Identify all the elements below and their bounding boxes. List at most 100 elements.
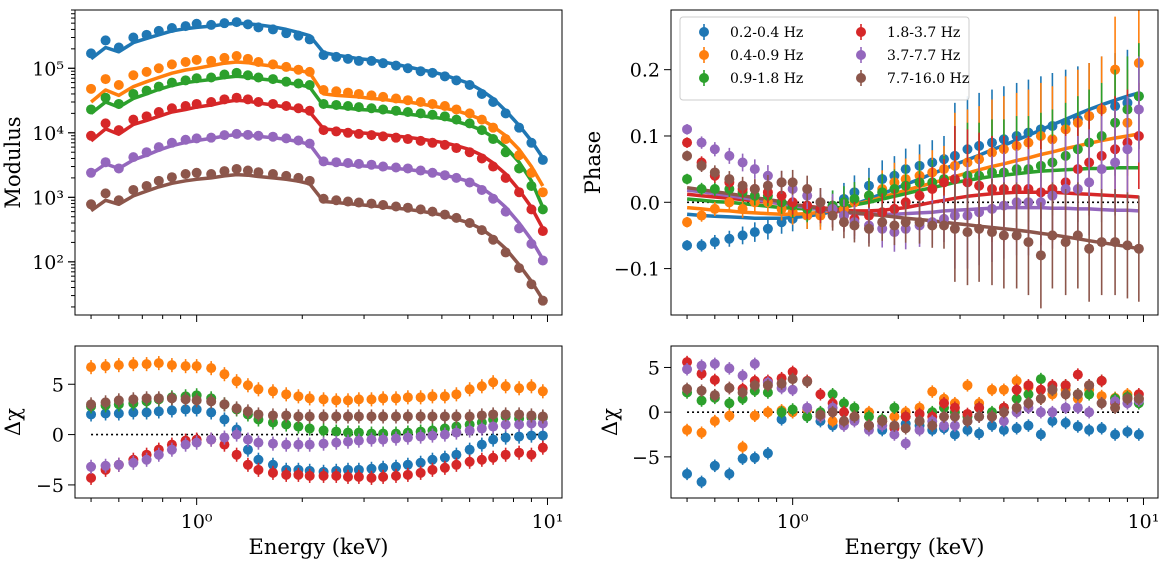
data-point-1: [166, 59, 177, 70]
data-point-5: [378, 200, 389, 211]
data-point-4: [476, 423, 487, 434]
data-point-3: [500, 172, 511, 183]
data-point-5: [464, 217, 475, 228]
data-point-5: [439, 209, 450, 220]
data-point-3: [180, 101, 191, 112]
data-point-4: [318, 156, 329, 167]
data-point-3: [366, 472, 377, 483]
data-point-1: [390, 93, 401, 104]
data-point-3: [451, 143, 462, 154]
data-point-3: [500, 449, 511, 460]
axes-frame: [74, 345, 563, 499]
data-point-2: [696, 184, 707, 195]
data-point-1: [378, 91, 389, 102]
data-point-5: [476, 225, 487, 236]
data-point-0: [113, 42, 124, 53]
data-point-1: [128, 70, 139, 81]
data-point-5: [514, 409, 525, 420]
data-point-2: [113, 98, 124, 109]
data-point-5: [191, 395, 202, 406]
data-point-4: [451, 172, 462, 183]
data-point-0: [962, 425, 973, 436]
data-point-3: [191, 98, 202, 109]
data-point-1: [267, 386, 278, 397]
data-point-0: [390, 461, 401, 472]
data-point-4: [938, 420, 949, 431]
data-point-1: [526, 167, 537, 178]
data-point-0: [86, 409, 97, 420]
data-point-4: [1084, 177, 1095, 188]
data-point-5: [128, 394, 139, 405]
data-point-4: [253, 437, 264, 448]
data-point-2: [293, 421, 304, 432]
data-point-0: [476, 439, 487, 450]
data-point-5: [827, 407, 838, 418]
data-point-0: [1047, 416, 1058, 427]
data-point-3: [293, 469, 304, 480]
data-point-3: [787, 197, 798, 208]
data-point-5: [166, 393, 177, 404]
data-point-3: [353, 128, 364, 139]
data-point-5: [974, 223, 985, 234]
data-point-4: [514, 223, 525, 234]
data-point-2: [863, 190, 874, 201]
data-point-1: [927, 386, 938, 397]
data-point-0: [974, 428, 985, 439]
data-point-4: [113, 459, 124, 470]
data-point-1: [342, 87, 353, 98]
data-point-3: [153, 107, 164, 118]
data-point-0: [166, 405, 177, 416]
data-point-5: [877, 217, 888, 228]
data-point-4: [206, 434, 217, 445]
data-point-5: [682, 150, 693, 161]
data-point-4: [526, 238, 537, 249]
data-point-4: [439, 170, 450, 181]
data-point-3: [304, 470, 315, 481]
data-point-2: [166, 77, 177, 88]
data-point-1: [113, 80, 124, 91]
data-point-5: [762, 180, 773, 191]
data-point-4: [206, 132, 217, 143]
data-point-3: [253, 464, 264, 475]
data-point-5: [938, 220, 949, 231]
data-point-5: [974, 411, 985, 422]
data-point-3: [1060, 380, 1071, 391]
data-point-2: [787, 404, 798, 415]
data-point-2: [696, 395, 707, 406]
data-point-1: [100, 74, 111, 85]
data-point-0: [128, 407, 139, 418]
data-point-2: [827, 389, 838, 400]
data-point-5: [86, 399, 97, 410]
data-point-3: [526, 449, 537, 460]
plot-area: [682, 355, 1144, 489]
data-point-0: [219, 414, 230, 425]
data-point-5: [427, 411, 438, 422]
data-point-1: [153, 63, 164, 74]
data-point-0: [1122, 426, 1133, 437]
data-point-3: [141, 111, 152, 122]
data-point-1: [709, 416, 720, 427]
data-point-4: [682, 364, 693, 375]
data-point-4: [304, 439, 315, 450]
data-point-5: [242, 406, 253, 417]
data-point-2: [514, 163, 525, 174]
data-point-5: [86, 199, 97, 210]
data-point-3: [353, 471, 364, 482]
data-point-2: [889, 402, 900, 413]
data-point-3: [526, 204, 537, 215]
data-point-1: [166, 360, 177, 371]
data-point-5: [141, 393, 152, 404]
data-point-0: [180, 404, 191, 415]
x-tick-label: 10¹: [532, 511, 564, 533]
data-point-5: [1072, 389, 1083, 400]
data-point-2: [439, 111, 450, 122]
data-point-5: [537, 295, 548, 306]
data-point-5: [1084, 380, 1095, 391]
data-point-2: [304, 423, 315, 434]
data-point-1: [451, 104, 462, 115]
data-point-1: [242, 53, 253, 64]
data-point-1: [304, 393, 315, 404]
data-point-4: [682, 124, 693, 135]
data-point-5: [242, 165, 253, 176]
data-point-3: [914, 408, 925, 419]
